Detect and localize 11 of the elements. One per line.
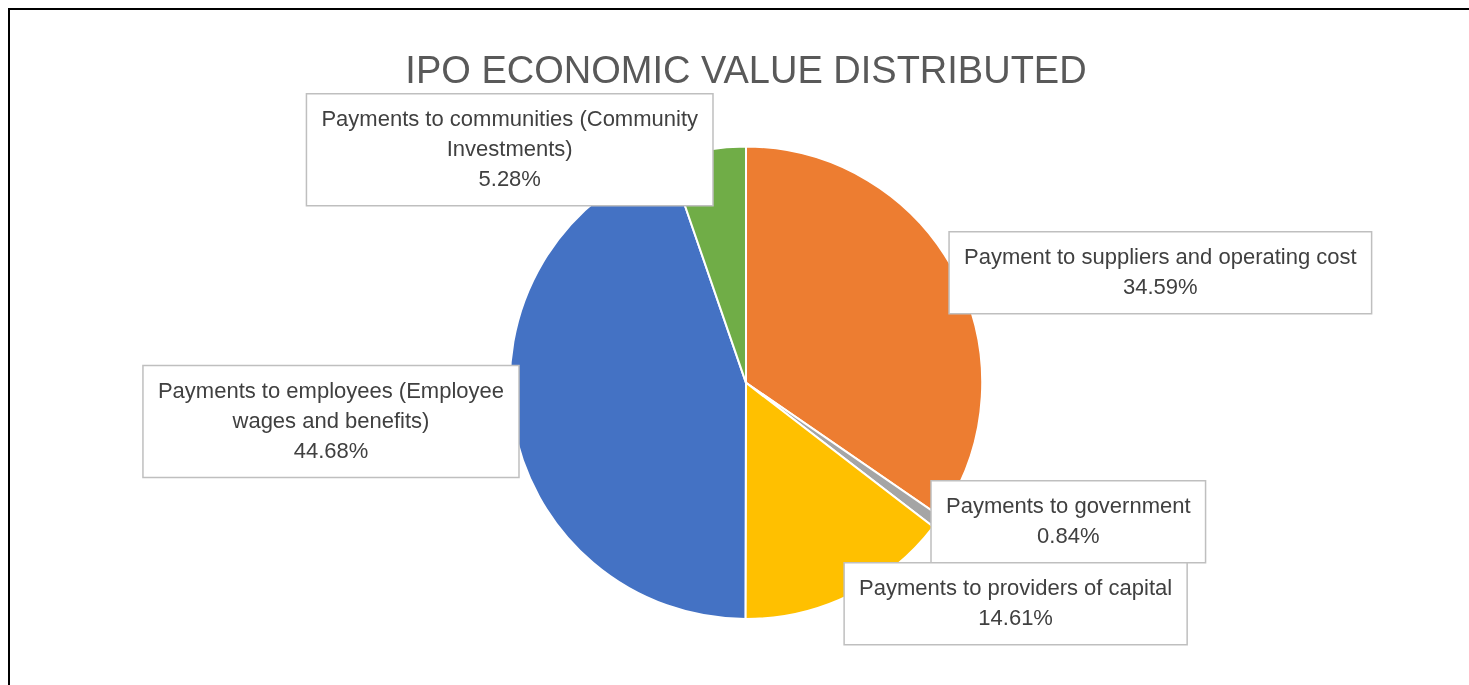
data-label: 44.68%: [293, 437, 369, 463]
slice-label: Payments to communities (Community Investments): [321, 105, 698, 161]
data-label: 34.59%: [1123, 273, 1198, 299]
slice-label: Payments to employees (Employee wages and benefits): [157, 377, 504, 433]
slice-label: Payment to suppliers and operating cost: [964, 243, 1357, 269]
slice-label: Payments to government: [946, 492, 1191, 518]
data-label: 14.61%: [978, 604, 1053, 630]
data-label: 0.84%: [1037, 522, 1100, 548]
slice-label: Payments to providers of capital: [859, 574, 1173, 600]
data-label: 5.28%: [478, 165, 541, 191]
chart-title: IPO ECONOMIC VALUE DISTRIBUTED: [405, 49, 1087, 92]
